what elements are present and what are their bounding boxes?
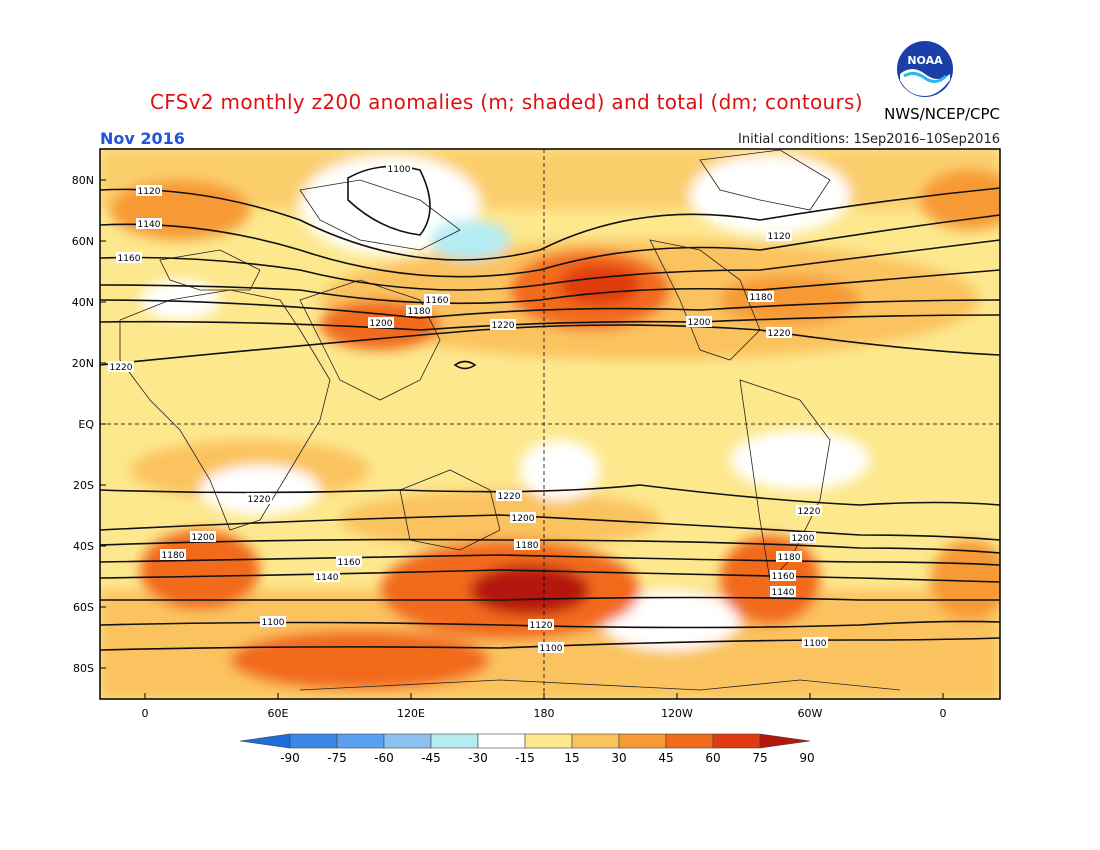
- colorbar-swatch: [665, 733, 714, 749]
- contour-label: 1160: [338, 558, 361, 568]
- contour-label: 1180: [516, 541, 539, 551]
- longitude-axis: 0 60E 120E 180 120W 60W 0: [142, 693, 947, 720]
- colorbar-tick-label: -60: [374, 751, 394, 765]
- contour-label: 1100: [388, 165, 411, 175]
- colorbar-tick-label: -30: [468, 751, 488, 765]
- lat-label: 40N: [72, 296, 94, 309]
- lon-label: 120E: [397, 707, 425, 720]
- contour-label: 1220: [492, 321, 515, 331]
- lat-label: 60S: [73, 601, 94, 614]
- contour-label: 1160: [772, 572, 795, 582]
- contour-label: 1100: [262, 618, 285, 628]
- lat-label: 40S: [73, 540, 94, 553]
- colorbar-swatch: [383, 733, 432, 749]
- lon-label: 120W: [661, 707, 693, 720]
- noaa-logo-icon: NOAA: [897, 41, 953, 97]
- contour-label: 1100: [804, 639, 827, 649]
- contour-label: 1200: [370, 319, 393, 329]
- contour-label: 1120: [138, 187, 161, 197]
- lon-label: 60W: [798, 707, 823, 720]
- colorbar-tick-label: -90: [280, 751, 300, 765]
- colorbar-swatch: [712, 733, 761, 749]
- map-title: CFSv2 monthly z200 anomalies (m; shaded)…: [150, 90, 863, 114]
- lat-label: 80N: [72, 174, 94, 187]
- contour-label: 1200: [688, 318, 711, 328]
- valid-month-label: Nov 2016: [100, 129, 185, 148]
- lat-label: 20S: [73, 479, 94, 492]
- contour-label: 1100: [540, 644, 563, 654]
- lon-label: 0: [142, 707, 149, 720]
- colorbar-tick-label: -75: [327, 751, 347, 765]
- contour-label: 1180: [778, 553, 801, 563]
- colorbar-tick-label: 60: [705, 751, 720, 765]
- colorbar-tick-label: 90: [799, 751, 814, 765]
- lon-label: 60E: [268, 707, 289, 720]
- colorbar-swatch: [336, 733, 385, 749]
- contour-label: 1140: [772, 588, 795, 598]
- initial-conditions-label: Initial conditions: 1Sep2016–10Sep2016: [738, 132, 1000, 147]
- colorbar-arrow-right: [759, 733, 811, 749]
- agency-label: NWS/NCEP/CPC: [884, 105, 1000, 123]
- colorbar-tick-label: 30: [611, 751, 626, 765]
- lat-label: EQ: [78, 418, 94, 431]
- colorbar-tick-label: 15: [564, 751, 579, 765]
- logo-text: NOAA: [907, 54, 943, 67]
- colorbar-swatch: [524, 733, 573, 749]
- contour-label: 1180: [750, 293, 773, 303]
- contour-label: 1200: [792, 534, 815, 544]
- contour-label: 1220: [110, 363, 133, 373]
- colorbar-tick-label: 45: [658, 751, 673, 765]
- contour-label: 1160: [118, 254, 141, 264]
- contour-label: 1180: [408, 307, 431, 317]
- lat-label: 20N: [72, 357, 94, 370]
- colorbar-swatch: [477, 733, 526, 749]
- colorbar: -90 -75 -60 -45 -30 -15 15 30 45 60 75 90: [239, 733, 815, 765]
- colorbar-swatch: [289, 733, 338, 749]
- height-contours: [100, 165, 1000, 651]
- colorbar-tick-label: -45: [421, 751, 441, 765]
- contour-label: 1120: [768, 232, 791, 242]
- contour-label: 1160: [426, 296, 449, 306]
- lon-label: 180: [534, 707, 555, 720]
- colorbar-arrow-left: [239, 733, 291, 749]
- lat-label: 60N: [72, 235, 94, 248]
- colorbar-swatch: [571, 733, 620, 749]
- contour-label: 1180: [162, 551, 185, 561]
- contour-label: 1200: [512, 514, 535, 524]
- latitude-axis: 80N 60N 40N 20N EQ 20S 40S 60S 80S: [72, 174, 106, 675]
- contour-label-group: 1100 1120 1140 1160 1160 1180 1200 1220 …: [108, 163, 828, 654]
- colorbar-tick-label: 75: [752, 751, 767, 765]
- contour-label: 1220: [768, 329, 791, 339]
- lat-label: 80S: [73, 662, 94, 675]
- contour-label: 1200: [192, 533, 215, 543]
- colorbar-tick-label: -15: [515, 751, 535, 765]
- contour-label: 1220: [248, 495, 271, 505]
- colorbar-swatch: [618, 733, 667, 749]
- contour-label: 1140: [316, 573, 339, 583]
- lon-label: 0: [940, 707, 947, 720]
- contour-label: 1140: [138, 220, 161, 230]
- contour-label: 1120: [530, 621, 553, 631]
- contour-label: 1220: [798, 507, 821, 517]
- colorbar-swatch: [430, 733, 479, 749]
- contour-label: 1220: [498, 492, 521, 502]
